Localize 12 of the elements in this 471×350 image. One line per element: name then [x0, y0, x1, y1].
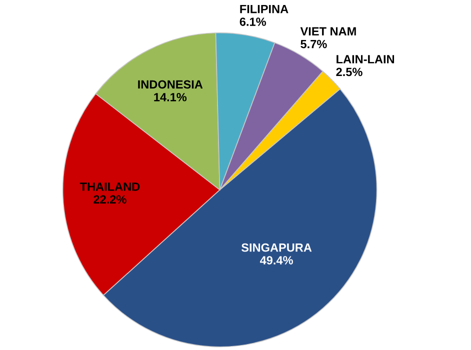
data-label: 49.4% [260, 256, 293, 264]
slice-label: INDONESIA [138, 80, 203, 89]
data-label: 5.7% [300, 40, 327, 48]
data-label: 2.5% [336, 68, 362, 76]
data-label: 6.1% [240, 18, 266, 26]
slice-label: LAIN-LAIN [336, 55, 394, 64]
slice-label: FILIPINA [240, 4, 288, 14]
data-label: 14.1% [154, 93, 187, 102]
slice-label: SINGAPURA [241, 243, 312, 252]
data-label: 22.2% [94, 195, 126, 204]
slice-label: VIET NAM [300, 27, 356, 36]
slice-label: THAILAND [80, 182, 140, 191]
